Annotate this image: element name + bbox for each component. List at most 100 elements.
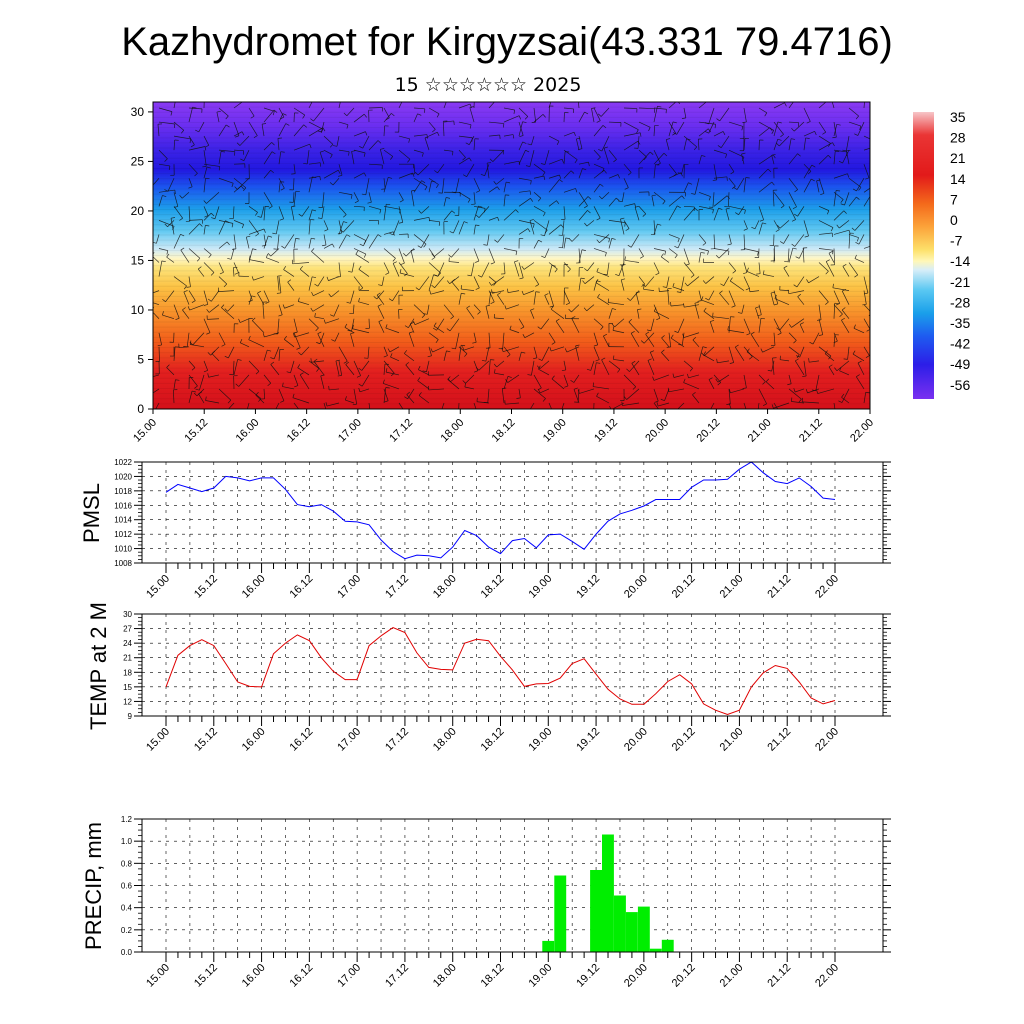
wind-barb — [668, 248, 678, 256]
wind-barb-flag — [799, 322, 804, 325]
wind-barb-flag — [337, 232, 342, 235]
wind-barb — [263, 109, 275, 123]
wind-barb-flag — [400, 262, 405, 265]
wind-barb — [230, 248, 235, 260]
wind-barb-flag — [831, 95, 835, 96]
wind-barb — [773, 245, 775, 263]
wind-barb — [623, 121, 639, 130]
wind-barb — [165, 290, 175, 302]
wind-barb-flag — [694, 301, 699, 304]
wind-barb-flag — [291, 173, 296, 175]
wind-barb — [278, 113, 284, 123]
precip-bar — [590, 870, 602, 952]
wind-barb-flag — [251, 295, 256, 298]
wind-barb — [385, 327, 400, 334]
wind-barb — [278, 151, 282, 165]
wind-barb-flag — [652, 376, 655, 381]
wind-barb-flag — [865, 177, 870, 180]
wind-barb-flag — [727, 326, 729, 331]
wind-barb-flag — [686, 138, 691, 141]
wind-barb-flag — [191, 367, 196, 371]
wind-barb-flag — [542, 398, 546, 402]
wind-barb — [590, 360, 595, 371]
wind-barb — [524, 332, 535, 339]
wind-barb — [338, 102, 341, 109]
wind-barb-flag — [187, 306, 190, 311]
wind-barb-flag — [595, 359, 600, 362]
ytick-label: 1016 — [114, 501, 132, 510]
wind-barb — [825, 261, 835, 277]
wind-barb-flag — [166, 250, 169, 255]
wind-barb — [839, 220, 850, 229]
wind-barb — [338, 262, 341, 277]
wind-barb — [818, 142, 833, 151]
wind-barb — [190, 344, 205, 348]
wind-barb — [608, 121, 622, 123]
wind-barb-flag — [732, 270, 736, 274]
wind-barb-flag — [382, 379, 385, 384]
wind-barb-flag — [496, 186, 500, 191]
wind-barb — [158, 346, 160, 362]
wind-barb-flag — [530, 180, 532, 185]
wind-barb — [771, 155, 775, 165]
heatmap-xtick-label: 17.12 — [387, 417, 415, 445]
wind-barb-flag — [841, 317, 845, 321]
wind-barb — [586, 304, 595, 312]
wind-barb — [451, 248, 460, 258]
wind-barb-flag — [337, 375, 342, 377]
wind-barb-flag — [636, 291, 641, 294]
wind-barb — [608, 197, 617, 207]
heatmap-xtick-label: 17.00 — [336, 417, 364, 445]
wind-barb-flag — [582, 280, 586, 284]
wind-barb — [376, 294, 385, 305]
wind-barb-flag — [490, 291, 495, 293]
wind-barb-flag — [571, 316, 576, 319]
wind-barb — [779, 318, 790, 331]
wind-barb — [173, 206, 183, 219]
wind-barb — [818, 178, 825, 194]
wind-barb-flag — [463, 174, 467, 178]
wind-barb — [405, 364, 415, 376]
wind-barb-flag — [281, 245, 285, 249]
wind-barb — [188, 178, 193, 187]
wind-barb — [774, 298, 790, 305]
wind-barb — [571, 318, 580, 333]
wind-barb — [233, 102, 243, 109]
wind-barb-flag — [728, 388, 731, 393]
ytick-label: 24 — [123, 639, 132, 648]
wind-barb-flag — [475, 260, 480, 263]
wind-barb-flag — [241, 418, 245, 419]
wind-barb — [833, 229, 850, 235]
wind-barb-flag — [701, 296, 704, 301]
wind-barb — [413, 304, 426, 316]
wind-barb-flag — [294, 385, 299, 388]
wind-barb-flag — [227, 257, 232, 260]
wind-barb-flag — [624, 256, 626, 261]
wind-barb-flag — [759, 219, 764, 222]
wind-barb-flag — [776, 327, 780, 331]
wind-barb — [248, 295, 252, 305]
wind-barb — [323, 243, 333, 249]
wind-barb-flag — [477, 275, 482, 278]
wind-barb — [518, 262, 524, 278]
wind-barb-flag — [463, 221, 468, 224]
wind-barb — [311, 251, 325, 263]
wind-barb-flag — [751, 226, 756, 230]
wind-barb — [793, 121, 805, 132]
wind-barb — [233, 234, 237, 249]
wind-barb — [578, 161, 589, 165]
wind-barb — [848, 107, 859, 117]
wind-barb — [392, 220, 400, 235]
wind-barb-flag — [494, 239, 498, 243]
wind-barb — [842, 149, 850, 164]
wind-barb-flag — [828, 251, 833, 254]
wind-barb — [473, 192, 476, 205]
wind-barb — [548, 402, 552, 409]
xtick-label: 20.00 — [622, 726, 650, 754]
wind-barb-flag — [533, 357, 538, 360]
wind-barb — [485, 346, 490, 362]
wind-barb — [841, 309, 850, 319]
wind-barb — [406, 394, 415, 404]
wind-barb — [323, 169, 339, 179]
wind-barb — [278, 178, 285, 189]
